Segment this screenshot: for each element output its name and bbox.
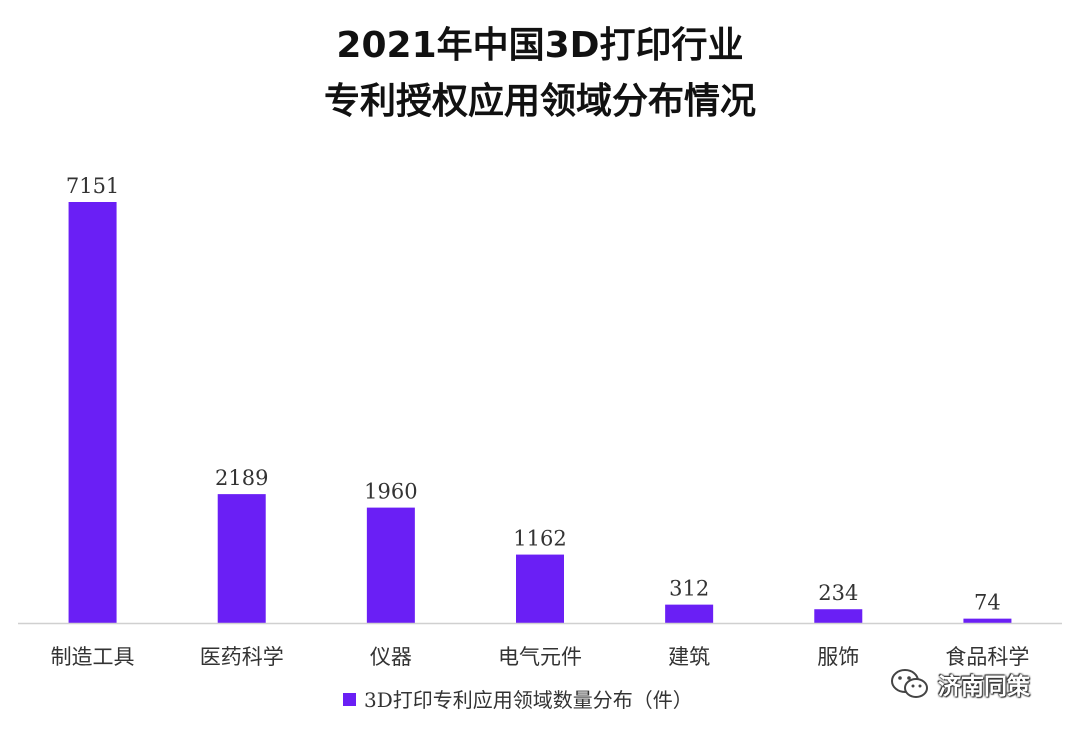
bar-5 [814,609,863,623]
bar-1 [217,494,266,623]
legend: 3D打印专利应用领域数量分布（件） [343,688,693,712]
chart-title-line-1: 2021年中国3D打印行业 [336,25,744,66]
value-label-5: 234 [818,581,858,605]
x-tick-label-3: 电气元件 [498,645,582,669]
x-tick-labels: 制造工具 医药科学 仪器 电气元件 建筑 服饰 食品科学 [51,645,1030,669]
bars-group [68,202,1012,623]
value-label-1: 2189 [215,466,268,490]
value-label-6: 74 [974,591,1001,615]
legend-label: 3D打印专利应用领域数量分布（件） [364,688,693,712]
wechat-icon [891,669,928,698]
chart-title: 2021年中国3D打印行业 专利授权应用领域分布情况 [0,18,1080,130]
legend-swatch [343,693,356,706]
watermark-text: 济南同策 [938,674,1030,700]
bar-6 [963,618,1012,623]
value-labels-group: 7151 2189 1960 1162 312 234 74 [66,174,1001,615]
value-label-3: 1162 [513,527,566,551]
x-tick-label-6: 食品科学 [945,645,1029,669]
x-tick-label-4: 建筑 [668,645,710,669]
watermark: 济南同策 [890,664,1030,704]
x-tick-label-2: 仪器 [370,645,412,669]
value-label-0: 7151 [66,174,119,198]
bar-0 [68,202,117,623]
x-tick-label-1: 医药科学 [200,645,284,669]
bar-3 [516,554,564,623]
x-tick-label-0: 制造工具 [51,645,135,669]
value-label-2: 1960 [364,480,417,504]
bar-2 [366,507,415,623]
chart-title-line-2: 专利授权应用领域分布情况 [323,81,756,122]
bar-4 [665,604,714,623]
value-label-4: 312 [669,577,709,601]
x-tick-label-5: 服饰 [817,645,859,669]
